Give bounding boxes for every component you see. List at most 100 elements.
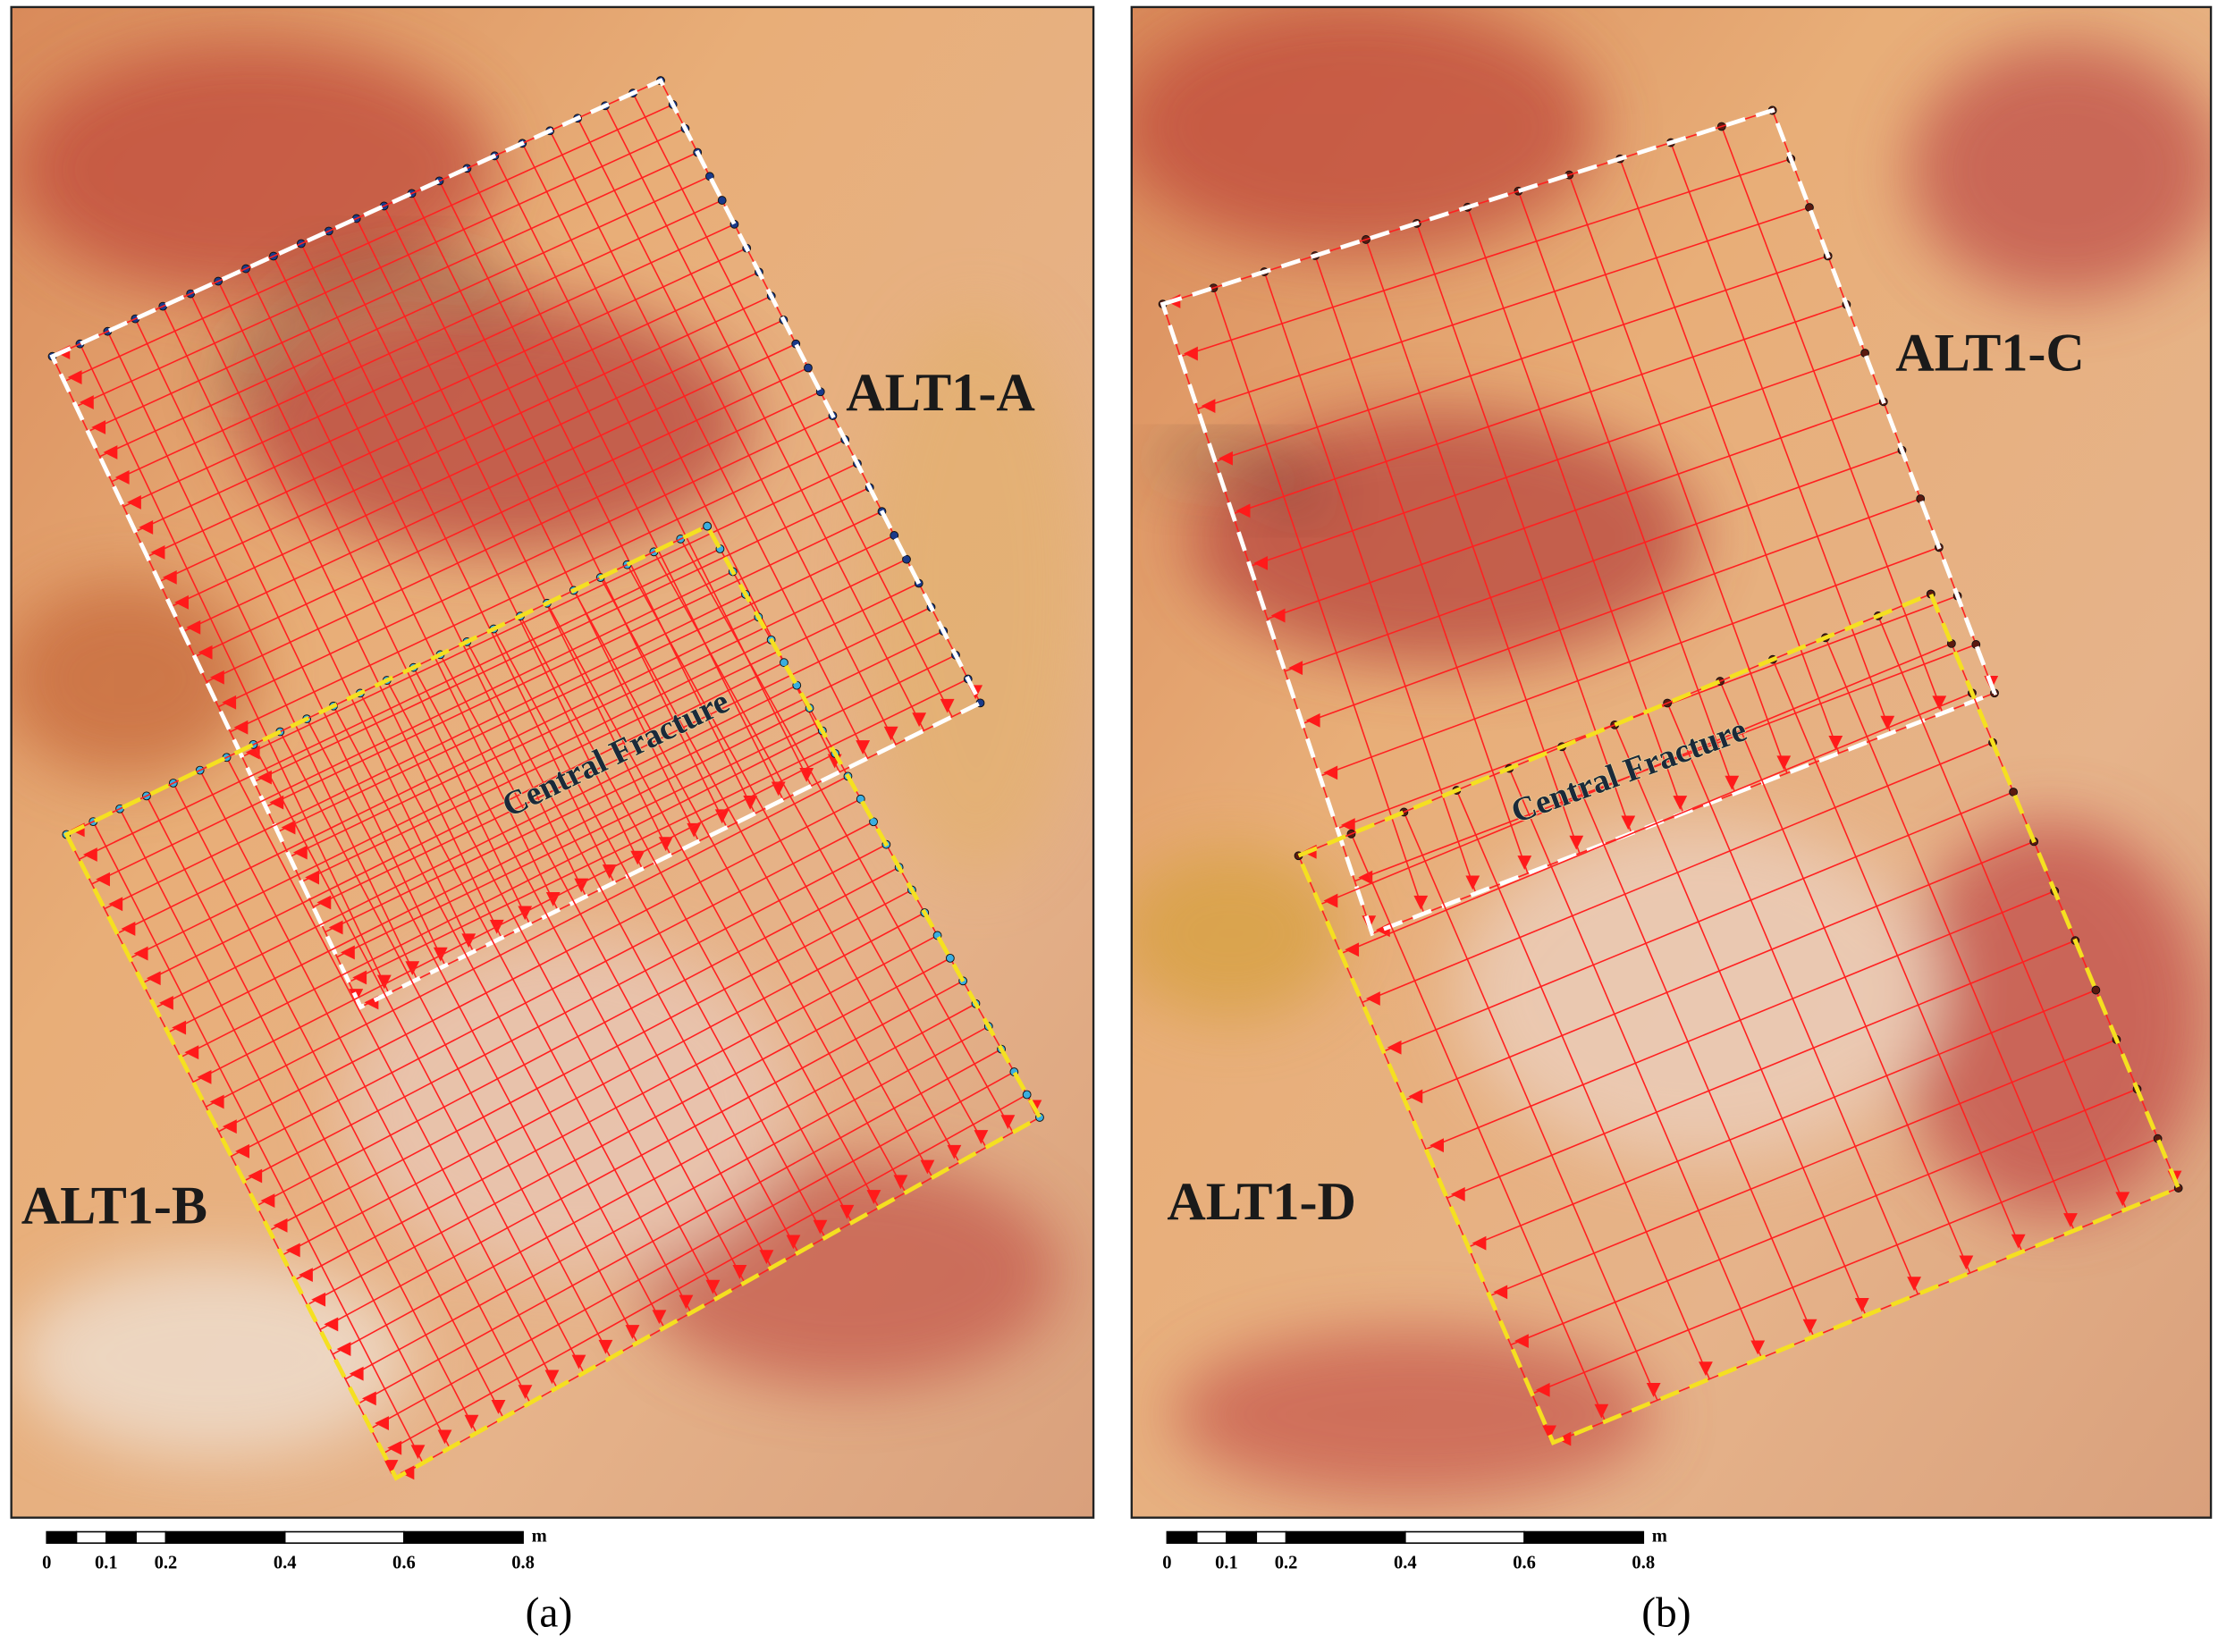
arrow [260, 1193, 275, 1209]
grid-line [294, 934, 938, 1281]
arrow [1621, 815, 1636, 830]
grid-line [268, 889, 913, 1232]
arrow [1542, 1425, 1556, 1440]
arrow [1000, 1115, 1016, 1130]
arrow [1569, 835, 1584, 850]
grid-line [155, 684, 797, 1009]
grid-line [1319, 643, 1952, 906]
target-point [2091, 985, 2101, 995]
scale-segment [1285, 1530, 1406, 1544]
arrow [2011, 1234, 2026, 1249]
arrow [1646, 1383, 1661, 1397]
zone-outline [1295, 591, 2181, 1446]
arrow [1725, 775, 1740, 790]
target-point [869, 817, 878, 827]
arrow [759, 1250, 774, 1265]
arrow [1828, 736, 1843, 750]
arrow [1535, 1382, 1550, 1397]
grid-line [1404, 840, 2035, 1101]
grid-line [218, 798, 862, 1133]
grid [62, 521, 1044, 1481]
arrow [1450, 1187, 1465, 1201]
arrow [96, 872, 110, 887]
arrow [1365, 991, 1380, 1006]
grid-line [205, 775, 848, 1108]
arrow [172, 1020, 187, 1035]
grid-line [1179, 157, 1792, 358]
arrow [1959, 1255, 1974, 1270]
grid-line [241, 462, 858, 758]
grid-line [180, 729, 823, 1058]
scale-unit: m [532, 1527, 547, 1547]
arrow [121, 922, 136, 936]
zone-label: ALT1-D [1167, 1172, 1356, 1232]
arrow [786, 1235, 801, 1250]
arrow [544, 1370, 560, 1385]
arrow [571, 1354, 586, 1370]
arrow [67, 370, 82, 384]
arrow [316, 895, 332, 910]
arrow [625, 1325, 640, 1339]
arrow [209, 1094, 224, 1109]
caption: (b) [1641, 1590, 1691, 1637]
arrow [273, 1218, 288, 1233]
scale-segment [105, 1530, 137, 1544]
grid-line [217, 415, 833, 708]
arrow [1472, 1235, 1487, 1251]
arrow [1854, 1298, 1869, 1312]
grid-line [1362, 741, 1994, 1004]
grid-line [1425, 890, 2055, 1150]
arrow [209, 670, 224, 685]
grid [1294, 589, 2183, 1446]
grid-line [91, 570, 734, 885]
grid-line [282, 912, 925, 1256]
arrow [839, 1204, 855, 1219]
grid-line [1383, 791, 2014, 1052]
arrow [150, 544, 165, 560]
arrow [410, 1445, 426, 1460]
grid-line [1197, 206, 1810, 410]
grid-line [122, 223, 735, 508]
grid-line [142, 662, 785, 984]
arrow [912, 712, 927, 728]
arrow [1699, 1361, 1713, 1377]
scale-tick-label: 0.6 [392, 1554, 416, 1573]
grid-line [243, 843, 887, 1182]
grid-line [167, 707, 810, 1033]
scale-tick-label: 0 [1162, 1554, 1171, 1573]
scale-tick-label: 0.6 [1513, 1554, 1536, 1573]
arrow [198, 645, 213, 660]
arrow [248, 1168, 263, 1184]
arrow [324, 1317, 339, 1332]
target-point [945, 953, 955, 963]
arrow [1201, 399, 1216, 414]
arrow [1907, 1277, 1922, 1292]
arrow [687, 822, 702, 838]
scale-segment [1166, 1530, 1198, 1544]
arrow [340, 945, 355, 960]
scale-tick-label: 0.1 [95, 1554, 118, 1573]
grid-line [344, 1025, 990, 1380]
scale-segment [75, 1530, 107, 1544]
grid-line [1446, 940, 2076, 1199]
arrow [222, 1119, 237, 1134]
grid-line [256, 866, 900, 1207]
scale-segment [283, 1530, 405, 1544]
zone-label: ALT1-B [21, 1176, 207, 1236]
arrow [705, 1279, 721, 1294]
scale-segment [1404, 1530, 1525, 1544]
arrow [400, 1465, 415, 1480]
arrow [433, 947, 448, 962]
scale-unit: m [1652, 1527, 1667, 1547]
arrow [652, 1310, 667, 1325]
scale-segment [1255, 1530, 1287, 1544]
target-point [804, 363, 813, 373]
arrow [1932, 695, 1947, 711]
scale-tick-label: 0 [42, 1554, 51, 1573]
grid-line [313, 606, 932, 908]
arrow [405, 961, 420, 976]
target-point [1022, 1090, 1032, 1100]
grid-line [319, 980, 964, 1330]
arrow [352, 970, 367, 985]
